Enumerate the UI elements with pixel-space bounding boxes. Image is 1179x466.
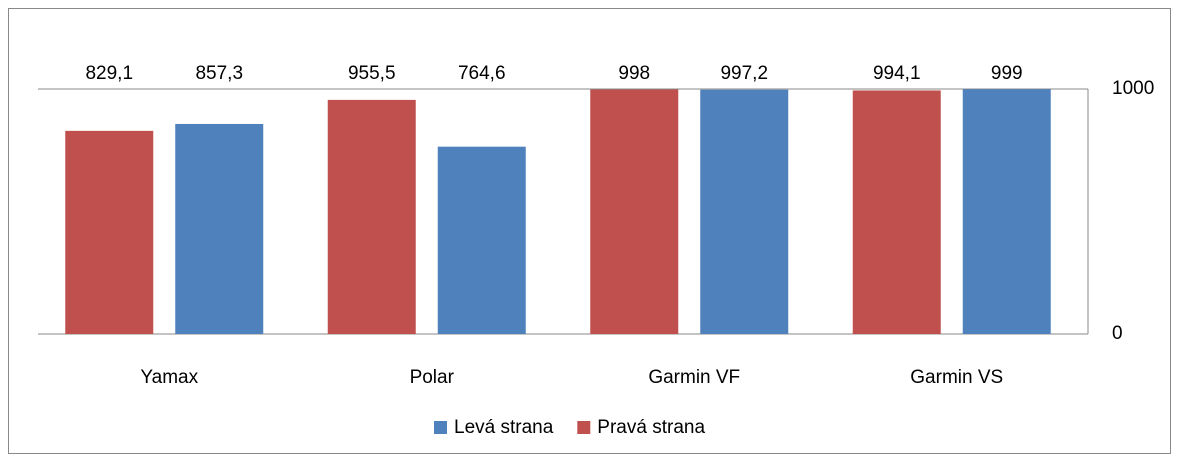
data-label: 764,6 (458, 63, 506, 84)
bar (852, 90, 941, 335)
bar (590, 89, 679, 335)
y-tick-label: 1000 (1112, 78, 1154, 99)
x-tick-label: Garmin VF (648, 367, 740, 388)
bar (65, 130, 154, 334)
bar (700, 89, 789, 334)
data-label: 998 (618, 63, 650, 84)
legend-swatch (577, 421, 591, 434)
data-label: 999 (991, 63, 1023, 84)
data-label: 994,1 (873, 63, 921, 84)
data-label: 955,5 (348, 63, 396, 84)
x-tick-label: Polar (410, 367, 455, 388)
x-tick-label: Yamax (140, 367, 198, 388)
data-label: 857,3 (195, 63, 243, 84)
bar (437, 146, 526, 334)
bar (327, 99, 416, 334)
bar (962, 89, 1051, 335)
bar (175, 123, 264, 334)
legend-swatch (434, 421, 447, 434)
legend-label: Levá strana (454, 417, 554, 438)
x-tick-label: Garmin VS (910, 367, 1003, 388)
data-label: 997,2 (720, 63, 768, 84)
data-label: 829,1 (85, 63, 133, 84)
legend-label: Pravá strana (597, 417, 705, 438)
y-tick-label: 0 (1112, 323, 1123, 344)
